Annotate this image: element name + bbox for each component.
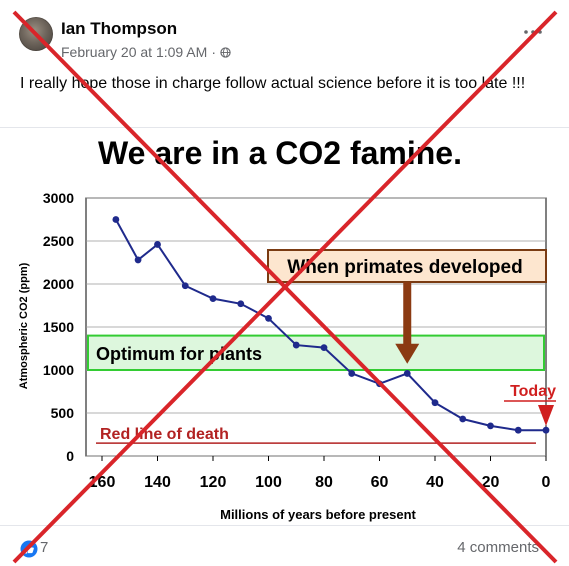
x-tick-label: 40 — [426, 474, 444, 491]
co2-data-point — [459, 415, 467, 423]
co2-data-point — [112, 216, 120, 223]
x-tick-label: 160 — [89, 474, 116, 491]
co2-data-point — [181, 282, 189, 290]
co2-data-point — [292, 341, 300, 349]
x-tick-label: 0 — [542, 474, 551, 491]
y-tick-label: 1500 — [43, 319, 74, 335]
primates-label: When primates developed — [287, 257, 522, 278]
chart-xlabel: Millions of years before present — [220, 507, 416, 522]
post-timestamp[interactable]: February 20 at 1:09 AM — [61, 44, 208, 60]
y-tick-label: 1000 — [43, 362, 74, 378]
co2-data-point — [542, 426, 550, 434]
co2-chart: We are in a CO2 famine. 0500100015002000… — [18, 135, 556, 522]
avatar[interactable] — [19, 17, 53, 51]
co2-data-point — [487, 422, 494, 430]
co2-data-point — [265, 315, 272, 322]
more-options-icon[interactable] — [521, 22, 545, 42]
optimum-band-label: Optimum for plants — [96, 344, 262, 364]
like-thumb-icon[interactable] — [20, 540, 38, 558]
y-tick-label: 500 — [51, 405, 75, 421]
y-tick-label: 3000 — [43, 190, 74, 206]
co2-data-point — [154, 241, 161, 248]
x-tick-label: 100 — [255, 474, 282, 491]
death-line-label: Red line of death — [100, 426, 229, 443]
globe-icon — [220, 46, 231, 58]
x-tick-label: 20 — [482, 474, 500, 491]
post-image[interactable]: We are in a CO2 famine. 0 500 1000 1500 2000… — [0, 127, 569, 526]
co2-data-point — [403, 370, 411, 377]
co2-data-point — [376, 380, 383, 388]
x-tick-label: 60 — [371, 474, 389, 491]
today-label: Today — [510, 383, 556, 400]
co2-data-point — [209, 295, 217, 303]
primates-arrow-shaft — [403, 282, 412, 346]
meta-separator: · — [211, 44, 216, 60]
comment-count[interactable]: 4 comments — [457, 539, 539, 556]
y-tick-label: 2500 — [43, 233, 74, 249]
post-text: I really hope those in charge follow act… — [20, 75, 526, 92]
post-footer: 7 4 comments — [0, 530, 569, 566]
like-count[interactable]: 7 — [40, 539, 49, 556]
co2-data-point — [514, 426, 522, 434]
co2-data-point — [320, 344, 328, 352]
y-tick-label: 0 — [66, 448, 74, 464]
co2-data-point — [237, 300, 245, 308]
co2-data-point — [134, 256, 142, 264]
x-tick-label: 140 — [144, 474, 171, 491]
co2-data-point — [348, 370, 356, 377]
author-name[interactable]: Ian Thompson — [61, 19, 178, 38]
co2-data-point — [431, 399, 439, 407]
post-meta: February 20 at 1:09 AM · — [61, 44, 231, 60]
chart-title: We are in a CO2 famine. — [98, 135, 462, 171]
y-tick-label: 2000 — [43, 276, 74, 292]
x-tick-label: 80 — [315, 474, 333, 491]
chart-ylabel: Atmospheric CO2 (ppm) — [18, 262, 30, 389]
x-tick-label: 120 — [200, 474, 227, 491]
